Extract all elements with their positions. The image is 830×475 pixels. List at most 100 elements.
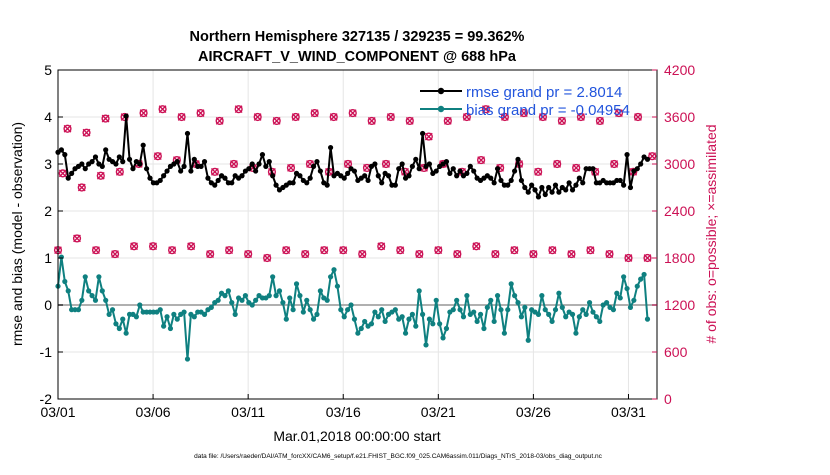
bias-data-point bbox=[583, 311, 589, 317]
obs-count-point bbox=[377, 242, 386, 251]
bias-data-point bbox=[280, 300, 286, 306]
rmse-data-point bbox=[304, 180, 310, 186]
obs-count-point bbox=[148, 242, 158, 251]
bias-data-point bbox=[450, 307, 456, 313]
y-tick-label-left: 1 bbox=[44, 250, 52, 266]
rmse-data-point bbox=[164, 168, 170, 174]
rmse-data-point bbox=[58, 147, 65, 153]
bias-data-point bbox=[304, 297, 310, 303]
obs-count-point bbox=[282, 246, 291, 255]
bias-data-point bbox=[549, 318, 555, 325]
obs-count-point bbox=[510, 246, 519, 255]
x-tick-label: 03/11 bbox=[231, 404, 265, 420]
plot-area bbox=[58, 70, 657, 399]
bias-data-point bbox=[375, 314, 381, 320]
bias-data-point bbox=[123, 330, 129, 336]
rmse-data-point bbox=[491, 180, 497, 186]
obs-count-point bbox=[263, 253, 272, 263]
y-tick-label-left: 4 bbox=[44, 109, 52, 125]
bias-data-point bbox=[307, 307, 313, 313]
bias-data-point bbox=[426, 316, 433, 322]
obs-count-point bbox=[529, 249, 538, 259]
rmse-data-point bbox=[529, 182, 535, 188]
bias-data-point bbox=[89, 293, 95, 299]
bias-data-point bbox=[310, 316, 317, 322]
bias-data-point bbox=[610, 307, 617, 313]
rmse-data-point bbox=[137, 161, 143, 167]
rmse-data-point bbox=[297, 173, 303, 179]
y-tick-label-right: 600 bbox=[664, 344, 688, 360]
rmse-data-point bbox=[62, 152, 68, 158]
rmse-data-point bbox=[392, 182, 398, 188]
bias-data-point bbox=[161, 323, 167, 329]
legend-rmse-marker bbox=[437, 87, 445, 95]
rmse-data-point bbox=[205, 175, 211, 181]
rmse-data-point bbox=[201, 159, 208, 165]
obs-count-point bbox=[91, 246, 101, 255]
bias-data-point bbox=[358, 325, 364, 332]
rmse-data-point bbox=[239, 173, 245, 179]
bias-data-point bbox=[92, 297, 99, 303]
obs-count-point bbox=[310, 108, 319, 118]
rmse-data-point bbox=[181, 163, 187, 169]
rmse-data-point bbox=[365, 177, 371, 184]
rmse-data-point bbox=[569, 187, 576, 193]
bias-data-point bbox=[573, 330, 579, 336]
obs-count-point bbox=[553, 159, 562, 169]
obs-count-point bbox=[96, 171, 105, 180]
bias-data-point bbox=[477, 311, 484, 317]
obs-count-point bbox=[610, 159, 619, 169]
rmse-data-point bbox=[157, 177, 163, 184]
bias-data-point bbox=[624, 285, 630, 292]
rmse-data-point bbox=[92, 154, 99, 160]
bias-data-point bbox=[563, 314, 569, 320]
bias-data-point bbox=[518, 314, 525, 320]
y-axis-left-label: rmse and bias (model - observation) bbox=[9, 122, 25, 346]
bias-data-point bbox=[382, 318, 388, 325]
legend-bias-marker bbox=[437, 105, 445, 113]
bias-data-point bbox=[454, 297, 460, 303]
y-tick-label-right: 3600 bbox=[664, 109, 695, 125]
bias-data-point bbox=[501, 330, 507, 336]
bias-data-point bbox=[215, 297, 221, 303]
obs-count-point bbox=[358, 249, 367, 259]
bias-data-point bbox=[379, 307, 385, 313]
rmse-data-point bbox=[399, 161, 405, 167]
bias-data-point bbox=[590, 309, 596, 315]
x-tick-label: 03/06 bbox=[136, 404, 171, 420]
y-tick-label-left: 3 bbox=[44, 156, 52, 172]
bias-data-point bbox=[535, 311, 542, 317]
rmse-data-point bbox=[464, 170, 470, 176]
obs-count-point bbox=[177, 112, 186, 122]
obs-count-point bbox=[643, 253, 652, 263]
rmse-data-point bbox=[443, 159, 450, 165]
bias-data-point bbox=[290, 307, 296, 313]
bias-data-point bbox=[552, 307, 559, 313]
bias-data-point bbox=[631, 297, 637, 303]
rmse-data-point bbox=[351, 168, 358, 174]
rmse-data-point bbox=[215, 177, 221, 184]
rmse-data-point bbox=[212, 182, 218, 188]
chart-title-line2: AIRCRAFT_V_WIND_COMPONENT @ 688 hPa bbox=[198, 49, 517, 65]
bias-data-point bbox=[171, 311, 177, 317]
obs-count-point bbox=[196, 108, 205, 118]
obs-count-point bbox=[567, 249, 576, 259]
rmse-data-point bbox=[307, 175, 313, 181]
obs-count-point bbox=[110, 249, 120, 259]
bias-data-point bbox=[331, 267, 337, 273]
bias-data-point bbox=[546, 311, 552, 317]
obs-count-point bbox=[572, 163, 581, 173]
rmse-data-point bbox=[552, 182, 559, 188]
rmse-data-point bbox=[229, 180, 235, 186]
rmse-data-point bbox=[82, 166, 88, 172]
rmse-data-point bbox=[447, 170, 453, 176]
bias-data-point bbox=[229, 300, 235, 306]
x-tick-label: 03/16 bbox=[326, 404, 361, 420]
bias-data-point bbox=[542, 307, 548, 313]
rmse-data-point bbox=[222, 175, 228, 181]
rmse-data-point bbox=[467, 163, 473, 169]
bias-data-point bbox=[270, 274, 276, 280]
bias-data-point bbox=[362, 318, 368, 325]
rmse-data-point bbox=[627, 184, 634, 191]
